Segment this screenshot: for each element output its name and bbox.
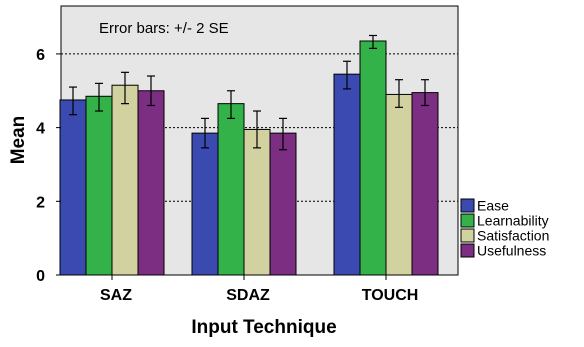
legend-label-usefulness: Usefulness — [477, 243, 546, 259]
legend-label-ease: Ease — [477, 198, 509, 214]
x-axis-title: Input Technique — [191, 317, 336, 338]
x-category-label-sdaz: SDAZ — [226, 287, 270, 304]
legend-label-satisfaction: Satisfaction — [477, 228, 549, 244]
bars — [59, 40, 439, 276]
x-axis-categories: SAZ SDAZ TOUCH — [100, 275, 418, 304]
y-tick-label-2: 2 — [36, 194, 45, 211]
bar-sdaz-usefulness — [269, 132, 297, 276]
bar-sdaz-learnability — [217, 103, 245, 276]
bar-touch-satisfaction — [385, 93, 413, 276]
legend-label-learnability: Learnability — [477, 213, 549, 229]
bar-touch-ease — [333, 73, 361, 276]
y-axis-title: Mean — [8, 116, 29, 165]
bar-saz-ease — [59, 99, 87, 276]
bar-sdaz-satisfaction — [243, 128, 271, 276]
x-category-label-saz: SAZ — [100, 287, 132, 304]
y-axis-ticks: 0 2 4 6 — [36, 47, 61, 285]
bar-touch-usefulness — [411, 92, 439, 276]
y-tick-label-0: 0 — [36, 268, 45, 285]
legend-swatch-satisfaction — [460, 228, 475, 243]
y-tick-label-4: 4 — [36, 121, 45, 138]
bar-touch-learnability — [359, 40, 387, 276]
y-tick-label-6: 6 — [36, 47, 45, 64]
bar-sdaz-ease — [191, 132, 219, 276]
error-bars-annotation: Error bars: +/- 2 SE — [99, 20, 229, 37]
bar-saz-learnability — [85, 95, 113, 276]
error-bars — [69, 34, 429, 151]
bar-saz-satisfaction — [111, 84, 139, 276]
legend-swatch-usefulness — [460, 243, 475, 258]
legend-swatch-ease — [460, 198, 475, 213]
legend-swatch-learnability — [460, 213, 475, 228]
x-category-label-touch: TOUCH — [362, 287, 419, 304]
bar-saz-usefulness — [137, 90, 165, 276]
